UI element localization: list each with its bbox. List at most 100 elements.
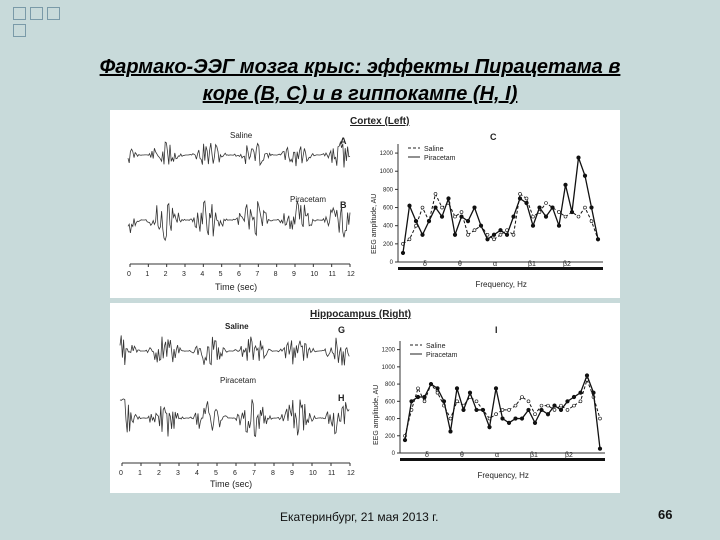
slide-title-line2: коре (B, C) и в гиппокампе (H, I): [202, 83, 518, 105]
point-piracetam: [400, 250, 406, 256]
point-piracetam: [563, 182, 568, 187]
point-piracetam: [441, 399, 447, 404]
point-saline: [546, 403, 550, 408]
point-saline: [578, 399, 583, 404]
point-saline: [524, 196, 529, 201]
point-piracetam: [467, 390, 473, 395]
point-saline: [472, 228, 477, 233]
point-piracetam: [454, 386, 460, 391]
point-saline: [455, 399, 459, 404]
band-label: β2: [563, 261, 571, 268]
y-tick-label: 400: [383, 224, 394, 230]
time-tick-label: 3: [182, 271, 186, 278]
point-piracetam: [595, 237, 601, 242]
point-saline: [552, 408, 557, 412]
point-piracetam: [569, 209, 575, 215]
time-tick-label: 0: [119, 470, 123, 477]
band-label: β1: [530, 452, 538, 459]
point-saline: [533, 412, 537, 417]
point-saline: [407, 237, 412, 242]
time-tick-label: 8: [271, 470, 275, 477]
point-piracetam: [584, 373, 590, 378]
legend-label: Saline: [424, 146, 444, 153]
time-axis-ticks: 0 1 2 3 4 5 6 7 8 9 10 11 12: [119, 463, 355, 477]
point-piracetam: [448, 429, 453, 434]
time-axis-label: Time (sec): [210, 479, 252, 489]
time-tick-label: 12: [347, 271, 355, 278]
panel-letter-c: C: [490, 132, 497, 142]
time-tick-label: 9: [290, 470, 294, 477]
point-piracetam: [582, 173, 588, 178]
time-tick-label: 5: [219, 271, 223, 278]
series-line-piracetam: [404, 373, 601, 449]
eeg-trace-piracetam: [119, 398, 350, 438]
point-saline: [559, 403, 563, 408]
point-piracetam: [565, 399, 570, 404]
point-saline: [453, 214, 457, 219]
point-piracetam: [591, 390, 596, 395]
point-piracetam: [500, 416, 505, 421]
x-axis-label: Frequency, Hz: [476, 280, 527, 289]
point-piracetam: [517, 196, 523, 201]
point-piracetam: [409, 399, 414, 404]
point-piracetam: [487, 425, 492, 430]
footer-text: Екатеринбург, 21 мая 2013 г.: [280, 510, 439, 524]
time-tick-label: 6: [237, 271, 241, 278]
point-piracetam: [532, 420, 538, 425]
page-number: 66: [658, 507, 673, 522]
y-tick-label: 400: [385, 417, 396, 423]
decor-square: [13, 7, 26, 20]
point-saline: [511, 232, 516, 237]
y-tick-label: 0: [390, 260, 394, 266]
time-tick-label: 3: [176, 470, 180, 477]
y-axis-label: EEG amplitude, AU: [373, 385, 380, 445]
point-saline: [544, 201, 548, 205]
point-piracetam: [474, 407, 479, 413]
point-piracetam: [550, 205, 555, 210]
time-tick-label: 12: [347, 470, 355, 477]
legend-label: Piracetam: [424, 155, 456, 162]
point-piracetam: [491, 232, 497, 237]
trace-label-saline: Saline: [225, 322, 249, 331]
band-label: β1: [528, 261, 536, 268]
eeg-trace-saline: [119, 335, 350, 366]
point-piracetam: [511, 214, 516, 219]
point-saline: [448, 416, 453, 421]
band-label: α: [493, 261, 497, 268]
time-tick-label: 7: [252, 470, 256, 477]
band-bar: [400, 458, 605, 461]
point-piracetam: [524, 200, 529, 206]
point-piracetam: [480, 407, 486, 413]
y-tick-label: 200: [385, 434, 396, 440]
decor-square: [13, 24, 26, 37]
point-saline: [563, 214, 568, 219]
point-piracetam: [435, 386, 440, 391]
band-label: δ: [423, 261, 427, 268]
y-tick-label: 1000: [382, 365, 396, 371]
time-axis-label: Time (sec): [215, 282, 257, 292]
point-saline: [420, 205, 425, 210]
point-saline: [520, 395, 524, 399]
point-saline: [539, 403, 544, 408]
panel-letter-b: B: [340, 200, 347, 210]
point-piracetam: [597, 446, 603, 451]
point-saline: [531, 214, 535, 219]
point-piracetam: [461, 407, 466, 413]
point-piracetam: [552, 403, 557, 408]
cortex-heading: Cortex (Left): [350, 116, 409, 127]
hippocampus-figure-panel: Hippocampus (Right) Saline G Piracetam H…: [110, 303, 620, 493]
point-piracetam: [465, 219, 471, 224]
y-tick-label: 1200: [380, 151, 394, 157]
trace-label-piracetam: Piracetam: [290, 195, 326, 204]
point-piracetam: [433, 205, 438, 210]
point-piracetam: [513, 416, 518, 421]
eeg-trace-saline: [127, 140, 351, 168]
y-tick-label: 1000: [380, 169, 394, 175]
point-saline: [507, 408, 511, 412]
time-tick-label: 4: [195, 470, 199, 477]
point-piracetam: [422, 394, 427, 400]
point-piracetam: [407, 203, 412, 208]
y-tick-label: 600: [383, 206, 394, 212]
point-piracetam: [413, 219, 419, 224]
point-piracetam: [426, 219, 432, 224]
